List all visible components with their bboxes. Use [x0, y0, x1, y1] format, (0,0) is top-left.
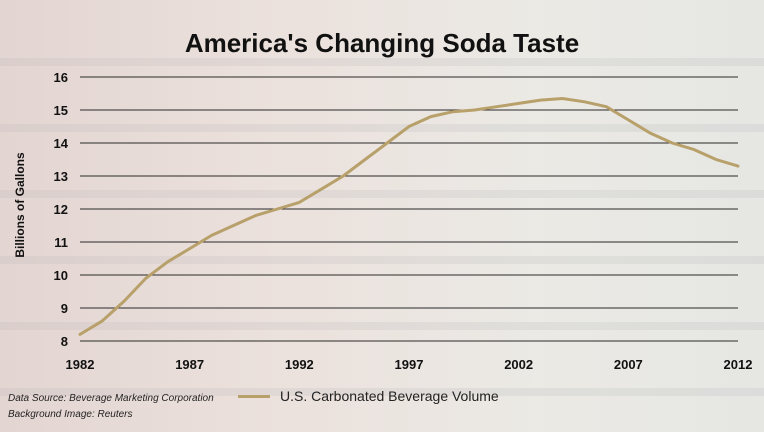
y-tick-label: 15 [54, 103, 68, 118]
data-source-note: Data Source: Beverage Marketing Corporat… [8, 393, 214, 404]
legend-swatch [238, 394, 270, 398]
y-tick-label: 11 [54, 235, 68, 250]
x-tick-label: 2002 [504, 357, 533, 372]
background-credit-note: Background Image: Reuters [8, 409, 133, 420]
footnotes: Data Source: Beverage Marketing Corporat… [8, 391, 214, 423]
y-tick-label: 12 [54, 202, 68, 217]
y-tick-label: 10 [54, 268, 68, 283]
y-tick-label: 13 [54, 169, 68, 184]
x-tick-label: 1992 [285, 357, 314, 372]
y-tick-label: 8 [61, 334, 68, 349]
legend: U.S. Carbonated Beverage Volume [238, 388, 499, 404]
y-tick-label: 9 [61, 301, 68, 316]
x-tick-label: 1997 [395, 357, 424, 372]
y-tick-label: 14 [54, 136, 69, 151]
x-tick-label: 1982 [66, 357, 95, 372]
x-tick-label: 2012 [724, 357, 753, 372]
y-tick-label: 16 [54, 70, 68, 85]
legend-label: U.S. Carbonated Beverage Volume [280, 388, 499, 404]
chart-title: America's Changing Soda Taste [184, 28, 580, 58]
x-tick-label: 2007 [614, 357, 643, 372]
series-line-0 [78, 97, 740, 336]
x-tick-label: 1987 [175, 357, 204, 372]
